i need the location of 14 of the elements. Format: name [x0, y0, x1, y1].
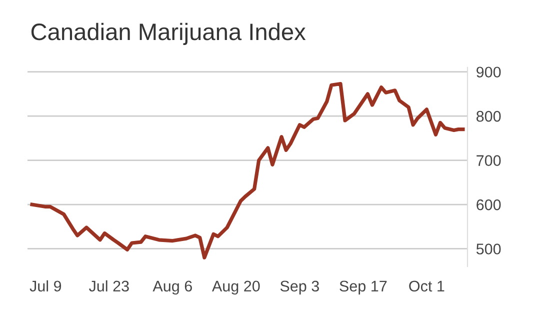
y-tick-label: 700	[476, 155, 501, 166]
chart-title: Canadian Marijuana Index	[31, 22, 306, 45]
line-series	[30, 82, 465, 260]
y-tick-label: 500	[476, 244, 501, 254]
x-tick-label: Sep 3	[280, 280, 319, 295]
x-tick-label: Oct 1	[409, 280, 444, 292]
x-tick-label: Jul 23	[89, 280, 129, 292]
y-tick-label: 800	[476, 110, 501, 122]
y-tick-label: 600	[476, 199, 501, 210]
x-tick-label: Aug 20	[212, 280, 260, 295]
x-tick-label: Jul 9	[30, 280, 62, 292]
y-tick-label: 900	[476, 66, 501, 78]
x-tick-label: Aug 6	[152, 280, 192, 295]
x-tick-label: Sep 17	[340, 280, 387, 295]
